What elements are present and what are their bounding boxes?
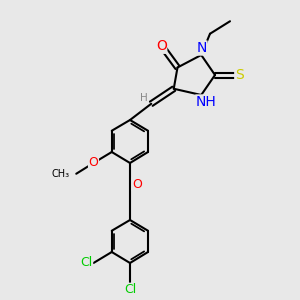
Text: O: O [156, 39, 167, 53]
Text: N: N [196, 41, 207, 55]
Text: CH₃: CH₃ [51, 169, 69, 179]
Text: H: H [140, 93, 148, 103]
Text: O: O [88, 157, 98, 169]
Text: S: S [235, 68, 244, 82]
Text: O: O [132, 178, 142, 191]
Text: NH: NH [196, 95, 217, 109]
Text: Cl: Cl [80, 256, 93, 269]
Text: Cl: Cl [124, 283, 136, 296]
